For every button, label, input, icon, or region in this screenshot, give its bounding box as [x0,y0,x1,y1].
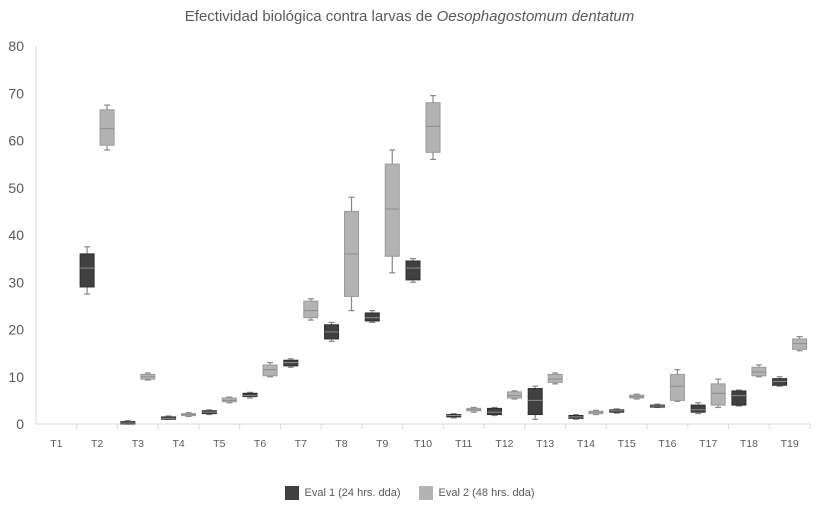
x-tick-label: T5 [213,438,225,450]
y-tick-label: 50 [8,180,24,196]
box-2-T15 [629,393,645,400]
box-body [486,407,502,416]
legend-swatch [418,486,433,500]
box-body [262,364,278,377]
chart-title-text: Efectividad biológica contra larvas de [184,8,433,25]
box-1-T10 [405,258,421,283]
box-body [79,253,95,288]
x-tick-label: T7 [295,438,307,450]
x-tick-label: T11 [455,438,472,450]
box-1-T18 [731,389,747,407]
box-body [364,312,380,322]
x-tick-label: T2 [91,438,103,450]
y-tick-label: 40 [8,227,24,243]
box-1-T14 [568,413,584,420]
box-2-T14 [588,409,604,416]
x-tick-label: T1 [50,438,62,450]
legend-swatch [284,486,299,500]
box-body [527,388,543,416]
box-1-T2 [79,246,95,295]
box-1-T15 [609,408,625,414]
box-1-T12 [486,406,502,417]
y-tick-label: 20 [8,322,24,338]
box-body [506,391,522,399]
y-tick-label: 70 [8,85,24,101]
chart-title-species: Oesophagostomum dentatum [436,8,635,25]
box-2-T18 [751,364,767,378]
x-tick-label: T9 [376,438,388,450]
x-tick-label: T4 [172,438,184,450]
x-tick-label: T15 [618,438,636,450]
box-body [669,373,685,401]
legend: Eval 1 (24 hrs. dda) Eval 2 (48 hrs. dda) [0,486,819,500]
legend-label: Eval 2 (48 hrs. dda) [438,487,535,499]
x-tick-label: T17 [699,438,717,450]
box-body [242,392,258,398]
box-1-T11 [446,413,462,419]
box-plot: 0 10 20 30 40 50 60 70 80 T1 T2 T3 T4 T5 T6 T7 T8 T9 T10 T1… [8,38,811,450]
box-2-T4 [181,412,197,418]
box-1-T16 [649,403,665,409]
x-tick-label: T3 [132,438,144,450]
box-2-T12 [506,390,522,400]
box-2-T6 [262,361,278,378]
box-body [425,102,441,153]
y-tick-label: 10 [8,369,24,385]
box-body [99,109,115,146]
box-2-T5 [221,396,237,404]
legend-item-1: Eval 1 (24 hrs. dda) [284,486,401,500]
box-1-T19 [772,376,788,387]
box-body [710,383,726,406]
box-2-T16 [669,369,685,402]
x-tick-label: T14 [577,438,595,450]
x-tick-label: T18 [740,438,758,450]
box-body [303,300,319,319]
box-1-T3 [120,420,136,425]
box-1-T7 [283,358,299,368]
box-body [405,260,421,281]
box-body [731,390,747,406]
y-tick-label: 30 [8,274,24,290]
legend-item-2: Eval 2 (48 hrs. dda) [418,486,535,500]
x-tick-label: T13 [536,438,554,450]
legend-label: Eval 1 (24 hrs. dda) [304,487,401,499]
chart-title: Efectividad biológica contra larvas de O… [0,8,819,25]
box-body [547,373,563,383]
x-tick-label: T16 [658,438,676,450]
box-1-T4 [161,415,177,420]
box-2-T2 [99,104,115,151]
axes: 0 10 20 30 40 50 60 70 80 T1 T2 T3 T4 T5 T6 T7 T8 T9 T10 T1… [8,38,811,450]
y-tick-label: 80 [8,38,24,54]
y-tick-label: 0 [16,416,24,432]
box-body [690,404,706,413]
y-tick-label: 60 [8,133,24,149]
box-2-T9 [384,149,400,274]
x-tick-label: T12 [495,438,513,450]
box-2-T10 [425,95,441,160]
box-2-T19 [792,335,808,352]
box-2-T17 [710,378,726,409]
box-1-T17 [690,402,706,415]
box-2-T11 [466,406,482,413]
box-2-T13 [547,372,563,385]
x-tick-label: T19 [781,438,799,450]
box-2-T7 [303,298,319,321]
box-1-T9 [364,310,380,324]
box-2-T8 [344,196,360,312]
x-tick-label: T10 [414,438,432,450]
x-tick-label: T8 [335,438,347,450]
box-1-T5 [201,409,217,416]
box-1-T13 [527,385,543,420]
x-tick-label: T6 [254,438,266,450]
box-2-T3 [140,372,156,381]
marks [79,95,808,425]
box-1-T8 [324,321,340,342]
box-body [384,163,400,257]
box-1-T6 [242,391,258,399]
